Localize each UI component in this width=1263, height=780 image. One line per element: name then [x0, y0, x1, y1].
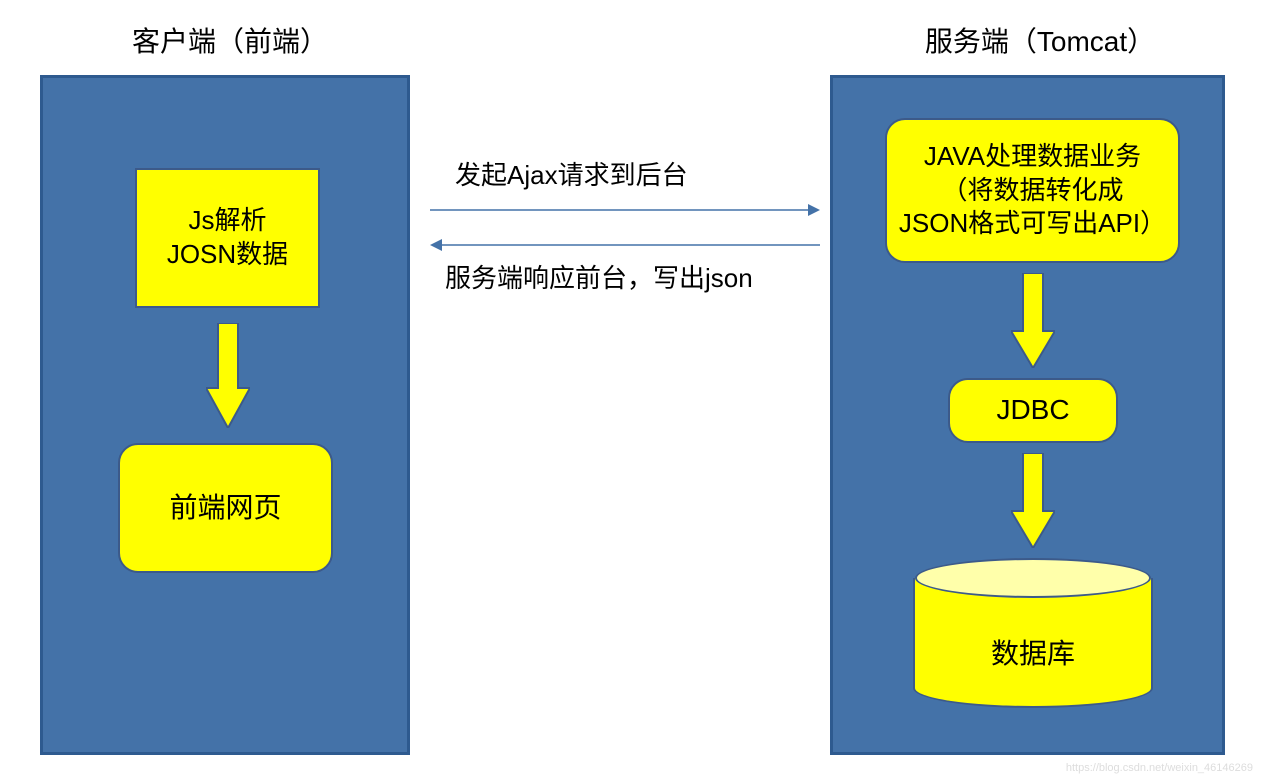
- request-arrow: [430, 200, 820, 220]
- database-label: 数据库: [991, 632, 1075, 672]
- arrow-java-to-jdbc: [1011, 273, 1055, 368]
- server-title: 服务端（Tomcat）: [880, 20, 1200, 60]
- client-panel: Js解析 JOSN数据 前端网页: [40, 75, 410, 755]
- watermark: https://blog.csdn.net/weixin_46146269: [1066, 762, 1253, 774]
- response-arrow: [430, 235, 820, 255]
- js-parse-node: Js解析 JOSN数据: [135, 168, 320, 308]
- arrow-jdbc-to-db: [1011, 453, 1055, 548]
- frontend-page-node: 前端网页: [118, 443, 333, 573]
- server-panel: JAVA处理数据业务 （将数据转化成 JSON格式可写出API） JDBC 数据…: [830, 75, 1225, 755]
- request-label: 发起Ajax请求到后台: [455, 155, 688, 192]
- jdbc-node: JDBC: [948, 378, 1118, 443]
- java-process-node: JAVA处理数据业务 （将数据转化成 JSON格式可写出API）: [885, 118, 1180, 263]
- arrow-js-to-page: [206, 323, 250, 428]
- database-node: 数据库: [913, 578, 1153, 708]
- client-title: 客户端（前端）: [100, 20, 360, 60]
- response-label: 服务端响应前台，写出json: [445, 258, 753, 295]
